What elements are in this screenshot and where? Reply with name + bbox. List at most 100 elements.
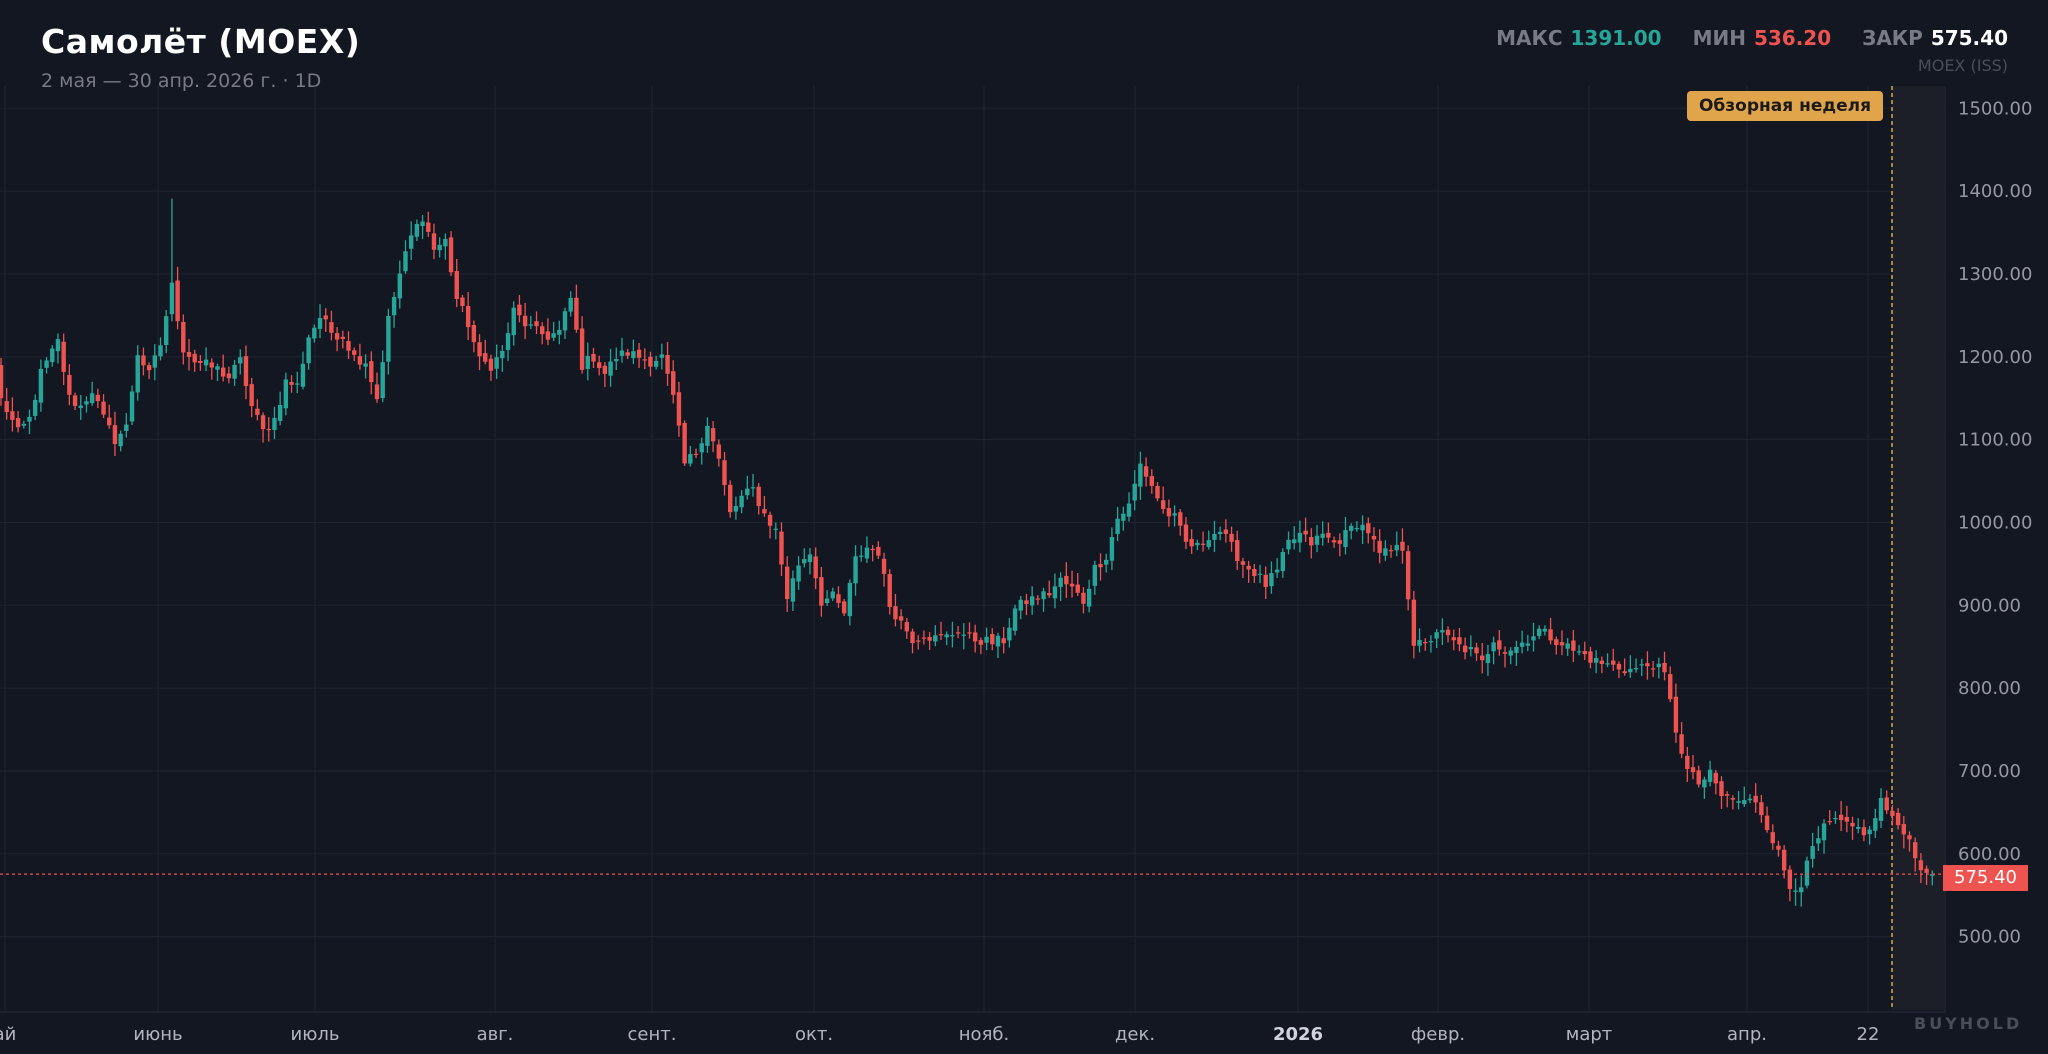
candle-body	[84, 401, 89, 405]
candle-body	[1633, 668, 1639, 670]
candle-body	[175, 280, 180, 322]
candle-body	[955, 632, 961, 634]
candle-body	[408, 235, 414, 249]
candle-body	[124, 424, 129, 431]
candle-body	[938, 634, 944, 636]
candle-body	[1440, 630, 1445, 633]
candle-body	[767, 514, 773, 526]
candle-body	[95, 394, 101, 402]
y-tick-label: 1200.00	[1958, 347, 2032, 368]
candle-body	[329, 322, 334, 333]
candle-body	[728, 484, 733, 513]
candle-body	[1383, 548, 1388, 556]
candle-body	[1166, 508, 1172, 517]
x-tick-label: апр.	[1727, 1024, 1767, 1045]
candle-body	[1257, 573, 1263, 575]
candle-body	[1588, 651, 1593, 663]
y-tick-label: 600.00	[1958, 844, 2021, 865]
candle-body	[1838, 814, 1844, 821]
candle-body	[346, 341, 351, 351]
candle-body	[756, 486, 761, 507]
candle-body	[545, 331, 551, 340]
candle-body	[579, 328, 585, 370]
candle-body	[146, 365, 152, 371]
candle-body	[1092, 564, 1098, 586]
candle-body	[1018, 599, 1023, 611]
candle-body	[112, 425, 118, 445]
candle-body	[448, 237, 454, 273]
candle-body	[585, 355, 590, 369]
candle-body	[118, 433, 123, 447]
candle-body	[1115, 518, 1120, 534]
y-tick-label: 1100.00	[1958, 430, 2032, 451]
candle-body	[1286, 539, 1291, 550]
candle-body	[1189, 539, 1194, 547]
x-axis-ticks: ай июнь июль авг. сент. окт. нояб. дек. 2026 февр…	[0, 1024, 1879, 1045]
candle-body	[323, 315, 328, 320]
candle-body	[591, 354, 596, 362]
candle-body	[1388, 550, 1394, 552]
candle-body	[699, 443, 704, 453]
candle-body	[1781, 849, 1787, 871]
candle-body	[1138, 463, 1143, 487]
candle-body	[209, 362, 214, 368]
price-stats: МАКС 1391.00 МИН 536.20 ЗАКР 575.40	[1472, 26, 2008, 50]
candle-body	[659, 354, 665, 358]
candle-body	[164, 316, 169, 346]
candle-body	[557, 329, 562, 335]
candle-body	[722, 460, 727, 486]
y-tick-label: 500.00	[1958, 927, 2021, 948]
candle-body	[1873, 818, 1878, 831]
candle-body	[1685, 755, 1690, 769]
candle-body	[1064, 575, 1069, 585]
candle-body	[203, 359, 209, 366]
candle-body	[1047, 593, 1052, 596]
min-value: 536.20	[1753, 26, 1832, 50]
candle-body	[169, 282, 175, 315]
candle-body	[1366, 523, 1371, 534]
candle-body	[1548, 629, 1553, 641]
candle-body	[1645, 663, 1650, 667]
candle-body	[802, 559, 807, 564]
candle-body	[1856, 826, 1861, 829]
candle-body	[414, 224, 420, 237]
candle-body	[1160, 500, 1166, 509]
y-tick-label: 800.00	[1958, 678, 2021, 699]
candle-body	[249, 384, 254, 407]
candle-body	[0, 365, 4, 399]
candle-body	[528, 324, 534, 326]
candle-body	[1434, 632, 1439, 639]
candle-body	[1303, 530, 1308, 535]
chart-subtitle: 2 мая — 30 апр. 2026 г. · 1D	[41, 70, 322, 92]
candle-body	[568, 297, 573, 312]
candle-body	[1747, 798, 1753, 801]
candle-body	[483, 353, 488, 362]
candle-body	[1371, 535, 1377, 540]
candle-body	[1326, 532, 1331, 538]
candle-body	[10, 411, 15, 420]
candle-body	[1616, 663, 1622, 670]
candle-body	[1719, 781, 1724, 797]
candle-body	[733, 506, 739, 512]
x-tick-label: авг.	[477, 1024, 514, 1045]
candle-body	[255, 408, 260, 415]
candle-body	[107, 417, 112, 426]
candle-body	[1206, 540, 1211, 547]
candle-body	[636, 349, 642, 358]
candle-body	[50, 348, 55, 363]
candle-body	[790, 578, 796, 602]
candle-body	[1668, 674, 1673, 700]
candle-body	[141, 355, 146, 366]
candle-body	[990, 633, 995, 645]
candle-body	[847, 582, 853, 617]
candle-body	[1451, 637, 1456, 641]
candle-body	[1246, 565, 1251, 570]
candle-body	[1405, 551, 1411, 600]
candle-body	[1195, 542, 1200, 546]
candle-body	[1918, 860, 1924, 871]
candle-body	[853, 556, 858, 584]
candle-body	[972, 632, 978, 642]
candle-body	[1884, 797, 1889, 811]
candle-body	[1417, 639, 1422, 646]
